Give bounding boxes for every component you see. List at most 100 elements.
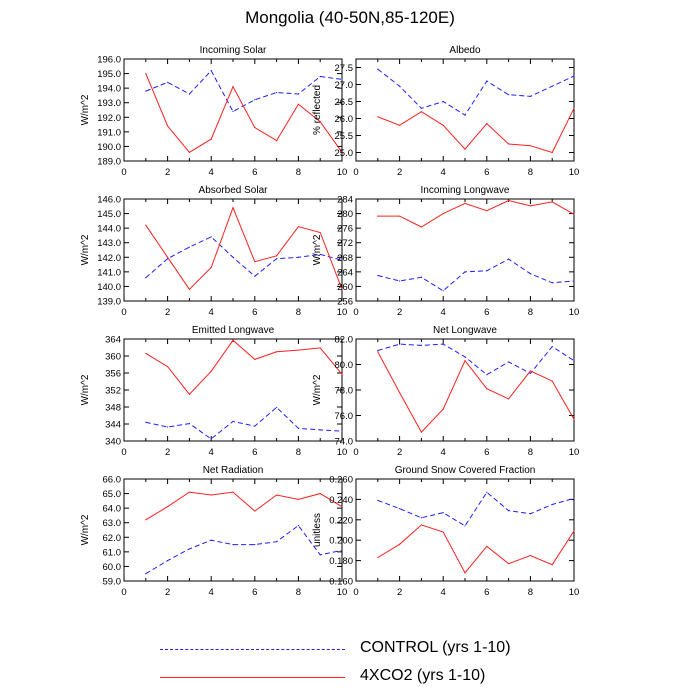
series-line-control [377,491,575,527]
data-point-control [573,280,575,282]
data-point-control [551,85,553,87]
data-point-co2 [276,255,278,257]
data-point-co2 [529,205,532,207]
data-point-control [145,573,147,575]
panel-ground-snow-covered-fraction: Ground Snow Covered Fraction unitless 0.16… [312,465,579,598]
y-tick-label: 193.0 [97,98,121,109]
data-point-control [420,276,422,278]
series-line-control [145,236,343,279]
data-point-control [399,280,401,282]
data-point-control [529,372,532,375]
data-point-co2 [145,352,147,355]
x-tick-label: 10 [337,307,348,318]
data-point-control [442,100,444,103]
x-tick-label: 2 [165,587,170,598]
legend-item-control: CONTROL (yrs 1-10) [160,636,580,664]
data-point-co2 [377,215,379,217]
data-point-co2 [442,212,444,215]
plot-frame [123,338,343,442]
y-tick-label: 192.0 [97,113,121,124]
y-tick-label: 344 [105,420,121,431]
data-point-co2 [486,388,488,390]
y-tick-label: 356 [105,369,121,380]
data-point-co2 [399,391,401,394]
y-tick-label: 0.180 [329,556,353,567]
data-point-co2 [377,116,379,118]
data-point-co2 [399,215,401,217]
y-tick-label: 60.0 [103,562,122,573]
data-point-control [529,513,532,515]
x-tick-label: 6 [252,307,257,318]
data-point-co2 [377,556,379,559]
legend-item-co2: 4XCO2 (yrs 1-10) [160,664,580,692]
data-point-control [508,258,510,260]
x-tick-label: 10 [569,167,580,178]
data-point-control [297,427,299,429]
plot-frame [355,478,575,582]
data-point-control [551,282,553,284]
panel-net-radiation: Net RadiationW/m^259.060.061.062.063.064… [80,465,347,598]
data-point-control [377,68,379,70]
data-point-co2 [464,202,466,204]
data-point-control [442,290,444,292]
x-tick-label: 2 [165,307,170,318]
data-point-control [319,429,321,431]
data-point-co2 [145,72,147,75]
data-point-co2 [529,370,532,372]
figure-title: Mongolia (40-50N,85-120E) [245,8,455,27]
series-line-control [145,406,343,440]
data-point-control [276,541,278,543]
data-point-co2 [508,398,510,400]
y-tick-label: 348 [105,403,121,414]
data-point-co2 [486,123,488,125]
data-point-control [167,560,169,562]
data-point-control [188,246,190,248]
y-tick-label: 280 [337,209,353,220]
y-tick-label: 26.5 [335,97,354,108]
data-point-co2 [167,506,169,508]
panel-title: Incoming Longwave [421,185,510,196]
x-tick-label: 10 [569,587,580,598]
data-point-co2 [254,510,256,512]
y-axis-label: unitless [312,513,323,547]
data-point-control [145,90,147,92]
data-point-control [254,543,256,546]
x-tick-label: 8 [528,307,533,318]
legend-swatch-control [160,649,345,650]
data-point-co2 [254,358,256,360]
data-point-co2 [420,226,422,228]
panel-title: Net Longwave [433,325,497,336]
x-tick-label: 2 [397,307,402,318]
panel-incoming-longwave: Incoming LongwaveW/m^2256260264268272276… [312,185,579,318]
data-point-co2 [464,148,466,150]
series-line-control [145,524,343,575]
data-point-co2 [442,408,444,410]
x-tick-label: 10 [337,447,348,458]
y-tick-label: 62.0 [103,533,122,544]
x-tick-label: 2 [165,447,170,458]
data-point-co2 [341,288,343,290]
x-tick-label: 10 [337,587,348,598]
y-tick-label: 76.0 [335,411,354,422]
x-tick-label: 0 [353,167,358,178]
x-tick-label: 6 [484,167,489,178]
data-point-control [508,510,510,512]
x-tick-label: 6 [484,307,489,318]
x-tick-label: 4 [209,307,214,318]
data-point-control [254,425,256,427]
data-point-control [420,517,422,519]
data-point-co2 [254,261,256,263]
data-point-control [486,80,488,82]
y-tick-label: 0.200 [329,536,353,547]
x-tick-label: 2 [165,167,170,178]
data-point-control [188,422,190,425]
y-tick-label: 284 [337,195,353,206]
series-line-control [377,343,575,376]
data-point-control [420,107,422,109]
data-point-control [377,499,379,502]
data-point-co2 [297,498,299,500]
x-tick-label: 10 [337,167,348,178]
y-tick-label: 196.0 [97,55,121,66]
x-tick-label: 8 [296,587,301,598]
